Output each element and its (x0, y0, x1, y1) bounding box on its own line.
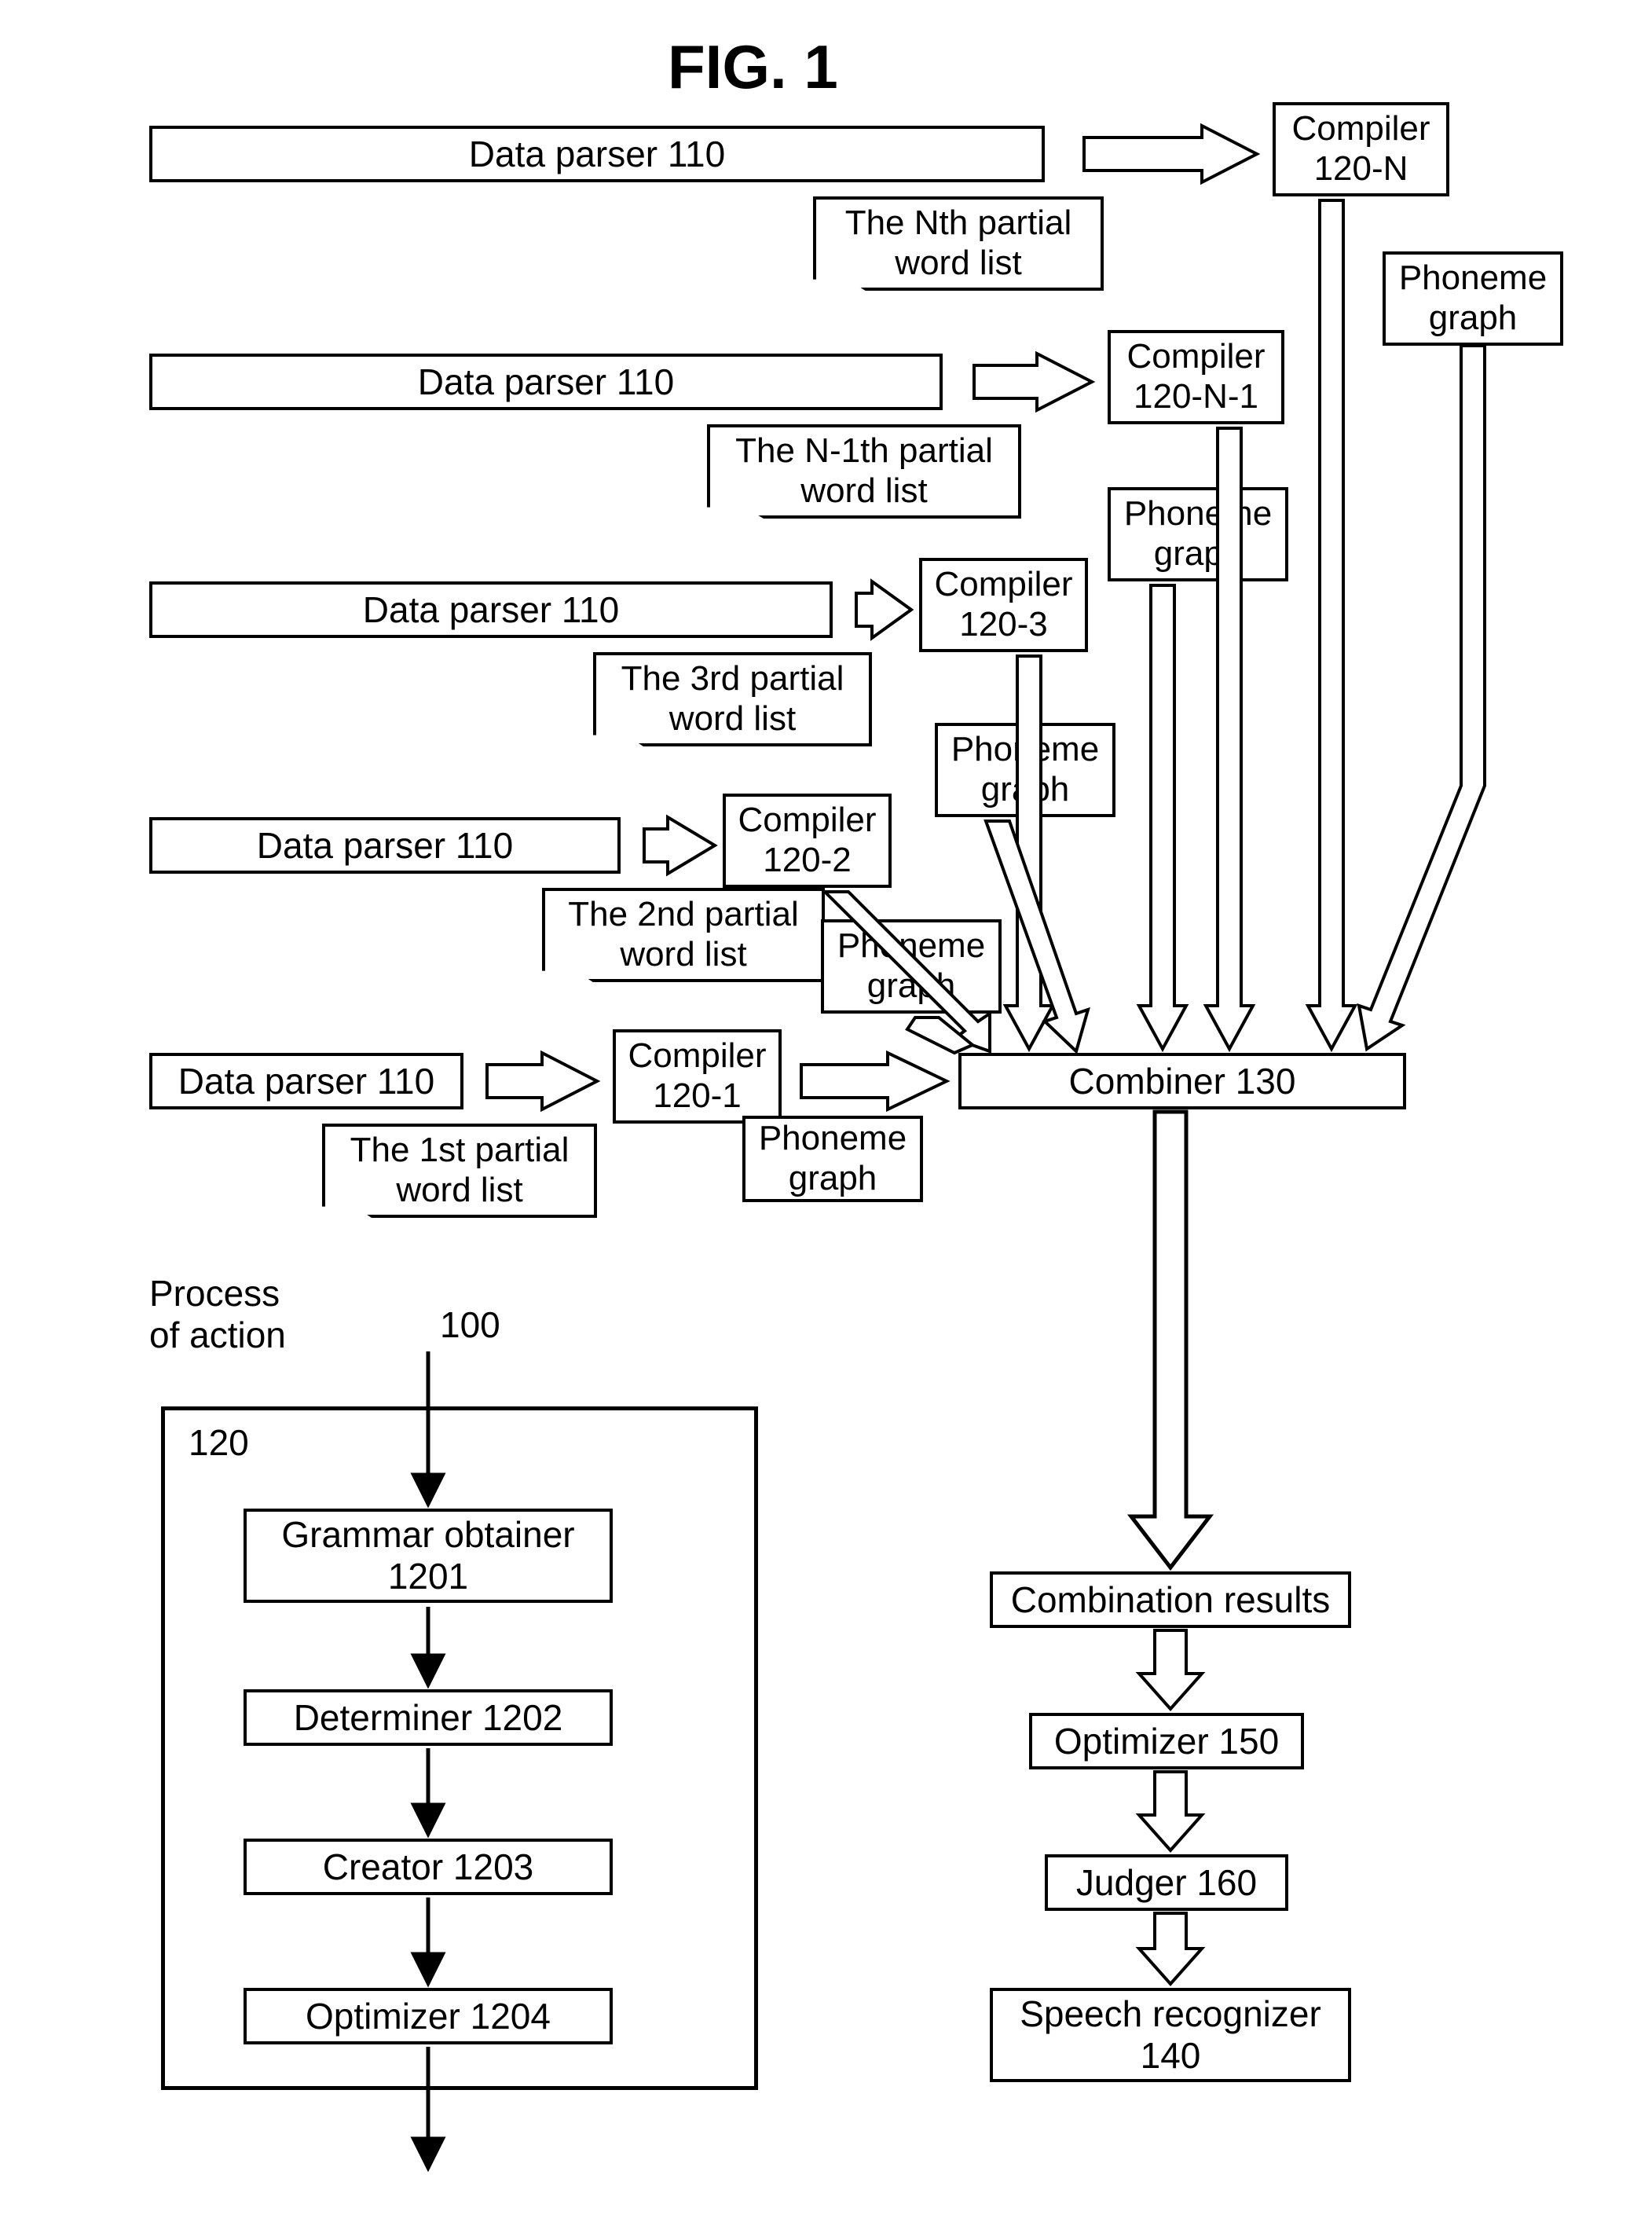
compiler-1: Compiler 120-1 (613, 1029, 782, 1124)
wordlist-3: The 3rd partial word list (593, 652, 872, 746)
phoneme-1: Phoneme graph (742, 1116, 923, 1202)
wordlist-1: The 1st partial word list (322, 1124, 597, 1218)
compiler-3: Compiler 120-3 (919, 558, 1088, 652)
optimizer-1204: Optimizer 1204 (244, 1988, 613, 2044)
process-100: 100 (440, 1304, 500, 1346)
compiler-n1: Compiler 120-N-1 (1108, 330, 1284, 424)
wordlist-2: The 2nd partial word list (542, 888, 825, 982)
data-parser-1: Data parser 110 (149, 1053, 463, 1109)
compiler-n: Compiler 120-N (1273, 102, 1449, 196)
grammar-obtainer: Grammar obtainer 1201 (244, 1509, 613, 1603)
creator: Creator 1203 (244, 1839, 613, 1895)
phoneme-3: Phoneme graph (935, 723, 1115, 817)
data-parser-n: Data parser 110 (149, 126, 1045, 182)
phoneme-2: Phoneme graph (821, 919, 1002, 1014)
determiner: Determiner 1202 (244, 1689, 613, 1746)
data-parser-3: Data parser 110 (149, 581, 833, 638)
phoneme-n: Phoneme graph (1383, 251, 1563, 346)
wordlist-n: The Nth partial word list (813, 196, 1104, 291)
combiner: Combiner 130 (958, 1053, 1406, 1109)
process-of-action-label: Process of action (149, 1273, 286, 1356)
combination-results: Combination results (990, 1571, 1351, 1628)
data-parser-n1: Data parser 110 (149, 354, 943, 410)
judger-160: Judger 160 (1045, 1854, 1288, 1911)
phoneme-n1: Phoneme graph (1108, 487, 1288, 581)
wordlist-n1: The N-1th partial word list (707, 424, 1021, 519)
data-parser-2: Data parser 110 (149, 817, 621, 874)
diagram-canvas: FIG. 1 Data parser 110 Compiler 120-N Th… (0, 0, 1652, 2233)
figure-title: FIG. 1 (668, 31, 838, 103)
process-120: 120 (189, 1422, 249, 1464)
optimizer-150: Optimizer 150 (1029, 1713, 1304, 1769)
compiler-2: Compiler 120-2 (723, 794, 892, 888)
speech-recognizer: Speech recognizer 140 (990, 1988, 1351, 2082)
